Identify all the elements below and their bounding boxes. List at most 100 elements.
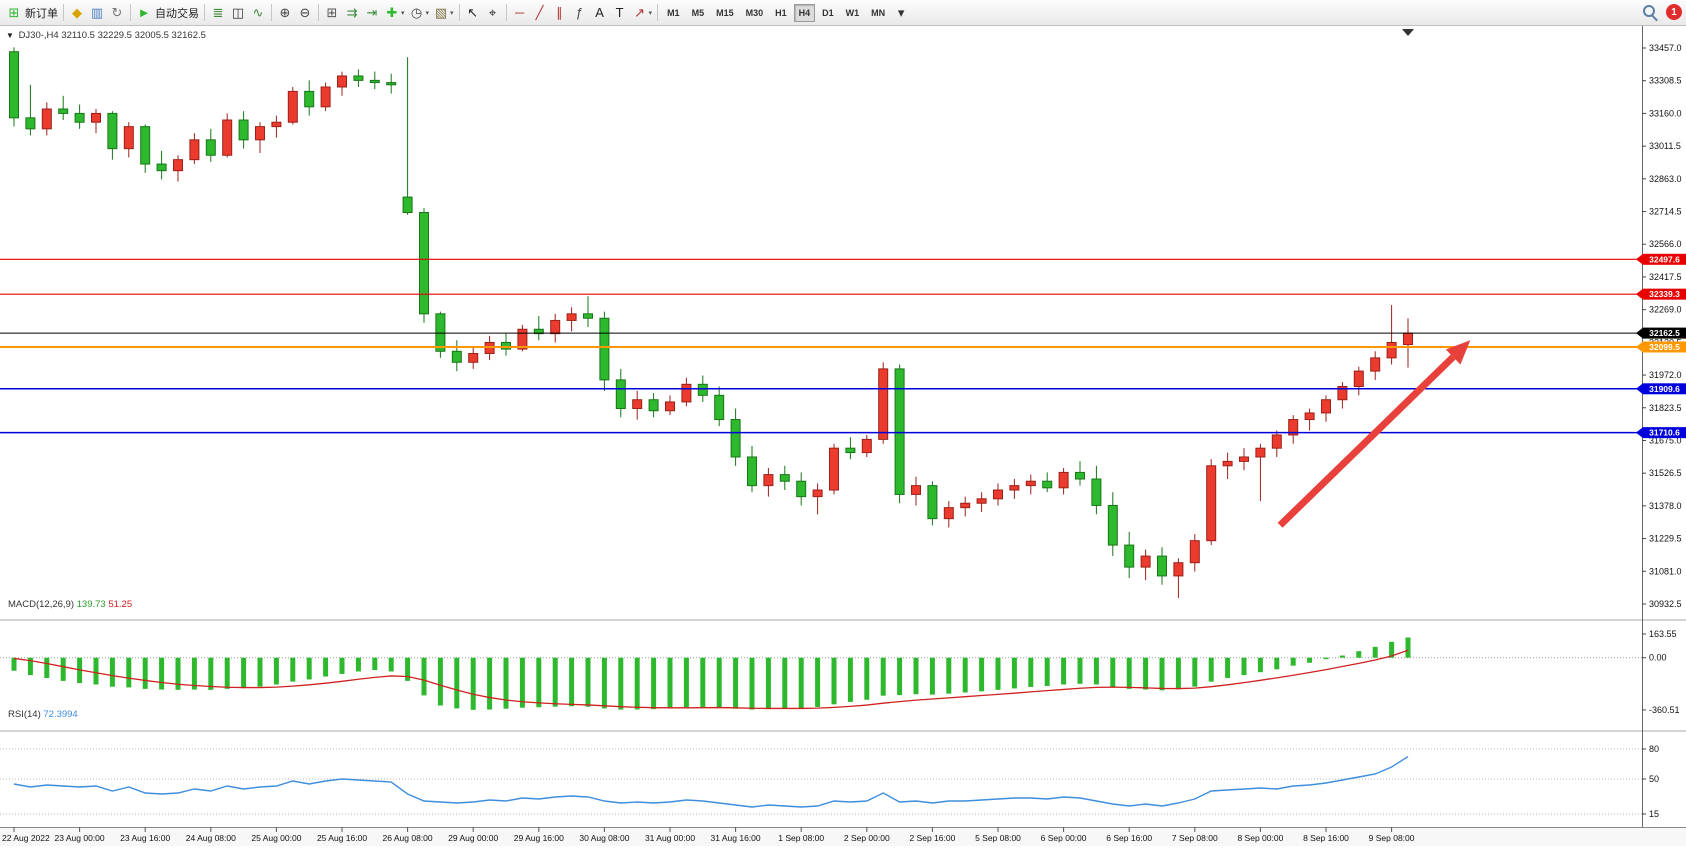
candle[interactable] (1239, 456, 1249, 462)
timeframe-h4[interactable]: H4 (793, 3, 816, 22)
bar-chart-icon[interactable]: ≣ (208, 3, 228, 23)
candle[interactable] (894, 368, 905, 495)
candle[interactable] (927, 485, 938, 520)
candle[interactable] (320, 86, 331, 108)
candle[interactable] (451, 350, 462, 363)
candle[interactable] (173, 159, 183, 172)
candle[interactable] (337, 75, 347, 88)
candle[interactable] (829, 447, 839, 491)
candle[interactable] (599, 317, 610, 381)
timeframe-w1[interactable]: W1 (845, 7, 860, 18)
candle[interactable] (1353, 370, 1364, 388)
candle[interactable] (353, 75, 364, 81)
candle[interactable] (91, 112, 101, 123)
chart-shift-icon[interactable]: ⇥ (362, 3, 382, 23)
cursor-icon[interactable]: ↖ (463, 3, 483, 23)
crosshair-icon[interactable]: ⌖ (483, 3, 503, 23)
candle[interactable] (812, 489, 823, 498)
candle[interactable] (156, 163, 167, 172)
candle[interactable] (1255, 447, 1266, 458)
candle[interactable] (976, 498, 987, 504)
candle[interactable] (697, 383, 708, 396)
candle[interactable] (107, 112, 118, 150)
auto-scroll-icon[interactable]: ⇉ (342, 3, 362, 23)
indicators-icon[interactable]: ✚ ▾ (382, 3, 407, 23)
candle[interactable] (1288, 419, 1299, 436)
candle[interactable] (517, 328, 528, 350)
candle[interactable] (255, 126, 265, 141)
candle[interactable] (1107, 504, 1118, 546)
candle[interactable] (271, 121, 282, 128)
candle[interactable] (615, 379, 626, 410)
candle[interactable] (304, 90, 315, 108)
candle[interactable] (763, 474, 774, 487)
candle[interactable] (566, 313, 577, 321)
candle[interactable] (943, 507, 954, 520)
chart-collapse-icon[interactable]: ▼ (6, 31, 14, 40)
new-order-button[interactable]: ⊞ 新订单 (4, 3, 60, 23)
time-axis[interactable]: 22 Aug 2022 23 Aug 00:00 23 Aug 16:00 24 Au… (2, 827, 1415, 843)
candle[interactable] (419, 212, 429, 315)
candle[interactable] (238, 119, 249, 141)
candle[interactable] (747, 456, 757, 487)
dropdown-caret-icon[interactable]: ▾ (401, 9, 405, 17)
candle[interactable] (861, 438, 872, 454)
candle[interactable] (878, 368, 889, 440)
candle[interactable] (369, 79, 380, 84)
candle[interactable] (1157, 555, 1167, 577)
trendline-icon[interactable]: ╱ (530, 3, 550, 23)
candle[interactable] (583, 313, 593, 319)
tile-windows-icon[interactable]: ⊞ (322, 3, 342, 23)
candle[interactable] (1058, 471, 1069, 489)
arrows-icon[interactable]: ↗ ▾ (630, 3, 655, 23)
candle[interactable] (730, 419, 741, 458)
candle[interactable] (205, 139, 216, 156)
templates-icon[interactable]: ▧ ▾ (431, 3, 456, 23)
timeframe-m15[interactable]: M15 (716, 7, 734, 18)
candle[interactable] (648, 399, 659, 412)
candle[interactable] (25, 117, 36, 130)
candles-layer[interactable] (9, 47, 1413, 598)
timeframe-m30[interactable]: M30 (745, 7, 764, 18)
candle[interactable] (1222, 460, 1233, 467)
candle[interactable] (1189, 540, 1200, 564)
zoom-in-icon[interactable]: ⊕ (275, 3, 295, 23)
candle[interactable] (1271, 434, 1282, 449)
candle[interactable] (779, 474, 790, 482)
notification-badge[interactable]: 1 (1666, 4, 1682, 20)
candle[interactable] (1091, 478, 1102, 506)
timeframe-d1[interactable]: D1 (822, 7, 834, 18)
candle[interactable] (993, 489, 1003, 500)
periods-icon[interactable]: ◷ ▾ (407, 3, 432, 23)
dropdown-caret-icon[interactable]: ▾ (648, 9, 653, 17)
candle[interactable] (1075, 471, 1085, 480)
timeframe-m1[interactable]: M1 (667, 7, 680, 18)
candle[interactable] (287, 90, 298, 123)
candle[interactable] (1403, 332, 1413, 346)
candle[interactable] (681, 383, 692, 403)
channel-icon[interactable]: ∥ (550, 3, 570, 23)
line-chart-icon[interactable]: ∿ (248, 3, 268, 23)
dropdown-caret-icon[interactable]: ▾ (425, 9, 430, 17)
text-label-icon[interactable]: T (610, 3, 630, 23)
timeframe-m5[interactable]: M5 (691, 7, 705, 18)
price-chart[interactable]: 33457.0 33308.5 33160.0 33011.5 32863.0 32714… (0, 26, 1686, 846)
chart-area[interactable]: 33457.0 33308.5 33160.0 33011.5 32863.0 32714… (0, 26, 1686, 846)
candle[interactable] (1206, 465, 1217, 542)
candle[interactable] (41, 108, 52, 130)
candle[interactable] (468, 352, 479, 363)
candle[interactable] (960, 502, 971, 509)
zoom-out-icon[interactable]: ⊖ (295, 3, 315, 23)
candle[interactable] (1337, 386, 1348, 401)
alerts-icon[interactable]: ◆ (67, 3, 87, 23)
candle[interactable] (632, 399, 643, 410)
candle[interactable] (123, 126, 134, 150)
timeframe-mn[interactable]: MN (871, 7, 886, 18)
candle[interactable] (501, 341, 511, 350)
candle[interactable] (1124, 544, 1135, 568)
candle[interactable] (1025, 480, 1036, 487)
candle[interactable] (9, 51, 19, 119)
candle[interactable] (74, 112, 85, 123)
fibonacci-icon[interactable]: ƒ (570, 3, 590, 23)
candle[interactable] (1386, 341, 1397, 359)
